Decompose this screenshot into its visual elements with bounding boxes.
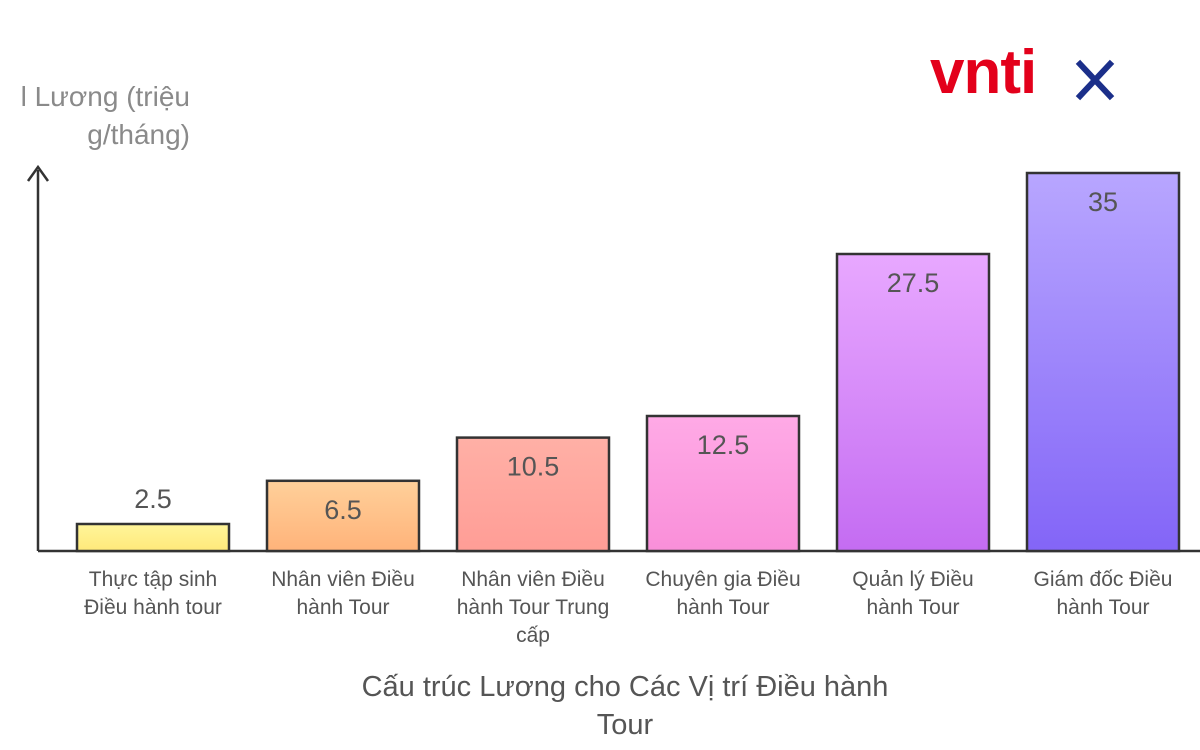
category-label-2: Nhân viên Điều hành Tour	[271, 568, 415, 619]
bar-5	[835, 252, 991, 553]
y-axis-label: l Lương (triệu g/tháng)	[20, 81, 190, 150]
category-label-3: Nhân viên Điều hành Tour Trung cấp	[456, 568, 610, 647]
category-label-5: Quản lý Điều hành Tour	[852, 568, 974, 619]
bar-value-label-6: 35	[1088, 187, 1118, 217]
bar-value-label-4: 12.5	[697, 430, 750, 460]
bar-1	[75, 522, 231, 553]
bar-value-label-3: 10.5	[507, 452, 560, 482]
bar-4	[645, 414, 801, 553]
bars-group: 2.5 6.5 10.5 12.5 27.5 35	[75, 171, 1181, 553]
chart-title: Cấu trúc Lương cho Các Vị trí Điều hành …	[361, 671, 889, 741]
bar-value-label-2: 6.5	[324, 495, 362, 525]
bar-6	[1025, 171, 1181, 553]
bar-value-label-5: 27.5	[887, 268, 940, 298]
y-axis-arrow-icon	[26, 164, 50, 182]
vntix-logo: vnti	[930, 38, 1115, 107]
bar-2	[265, 479, 421, 553]
bar-value-label-1: 2.5	[134, 484, 172, 514]
category-label-6: Giám đốc Điều hành Tour	[1033, 568, 1173, 619]
category-label-4: Chuyên gia Điều hành Tour	[645, 568, 801, 619]
category-label-1: Thực tập sinh Điều hành tour	[84, 568, 222, 619]
svg-text:vnti: vnti	[930, 38, 1036, 107]
bar-3	[455, 436, 611, 553]
